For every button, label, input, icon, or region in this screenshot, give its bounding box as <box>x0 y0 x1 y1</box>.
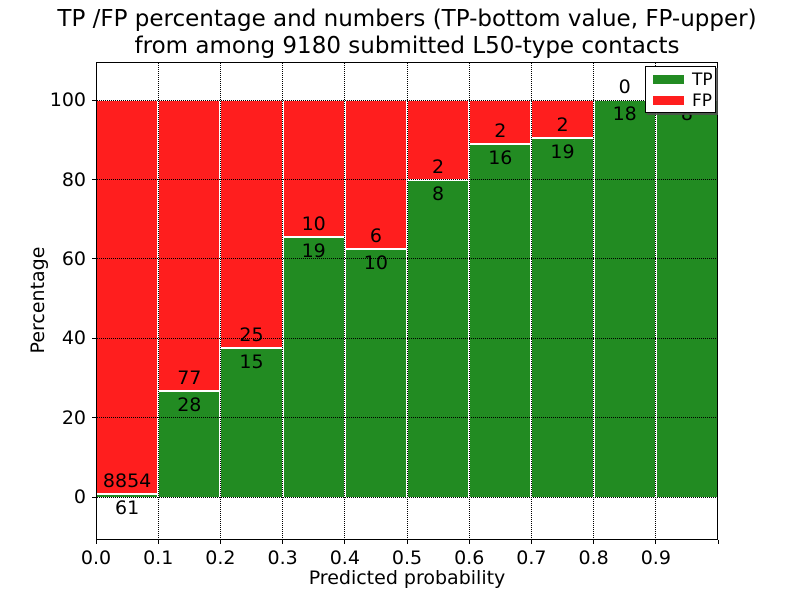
x-tick-mark-10 <box>717 540 719 544</box>
y-tick-mark-0 <box>92 496 96 498</box>
gridline-horizontal-20 <box>96 417 718 419</box>
fp-count-label-7: 2 <box>556 113 569 136</box>
gridline-horizontal-0 <box>96 496 718 498</box>
gridline-vertical-5 <box>406 62 408 540</box>
x-tick-mark-7 <box>530 540 532 544</box>
bar-segment-fp-6 <box>469 100 532 145</box>
legend-label-fp: FP <box>692 91 713 111</box>
tp-count-label-2: 15 <box>239 351 264 374</box>
fp-count-label-6: 2 <box>494 120 507 143</box>
tp-count-label-7: 19 <box>550 140 575 163</box>
x-tick-mark-3 <box>282 540 284 544</box>
fp-count-label-0: 8854 <box>102 470 152 493</box>
tp-count-label-8: 18 <box>612 103 637 126</box>
x-tick-label-0.8: 0.8 <box>578 547 609 569</box>
y-tick-label-40: 40 <box>61 327 86 350</box>
tp-count-label-3: 19 <box>301 240 326 262</box>
gridline-vertical-1 <box>157 62 159 540</box>
fp-count-label-3: 10 <box>301 213 326 235</box>
y-tick-mark-40 <box>92 337 96 339</box>
gridline-vertical-9 <box>655 62 657 540</box>
fp-count-label-1: 77 <box>177 367 202 390</box>
x-tick-mark-8 <box>593 540 595 544</box>
x-tick-label-0.4: 0.4 <box>329 547 360 569</box>
bar-segment-tp-8 <box>593 100 656 498</box>
x-tick-label-0.3: 0.3 <box>267 547 298 569</box>
bar-segment-fp-2 <box>220 100 283 349</box>
x-tick-label-0.6: 0.6 <box>454 547 485 569</box>
gridline-vertical-4 <box>344 62 346 540</box>
legend-item-tp: TP <box>646 69 715 90</box>
gridline-vertical-6 <box>468 62 470 540</box>
bar-segment-tp-9 <box>655 100 718 498</box>
bar-segment-tp-7 <box>531 137 594 498</box>
gridline-horizontal-60 <box>96 258 718 260</box>
tp-swatch-icon <box>653 75 684 84</box>
tp-count-label-4: 10 <box>363 251 388 274</box>
bar-segment-tp-4 <box>344 248 407 498</box>
chart-title-line2: from among 9180 submitted L50-type conta… <box>134 33 680 59</box>
y-tick-label-80: 80 <box>61 168 86 191</box>
y-tick-mark-100 <box>92 99 96 101</box>
bar-segment-tp-6 <box>469 144 532 498</box>
y-tick-label-0: 0 <box>73 486 86 509</box>
bar-segment-fp-0 <box>96 100 159 495</box>
chart-title-line1: TP /FP percentage and numbers (TP-bottom… <box>57 6 757 32</box>
y-tick-mark-20 <box>92 417 96 419</box>
bar-segment-fp-7 <box>531 100 594 138</box>
legend-box: TP FP <box>645 66 716 113</box>
tp-count-label-5: 8 <box>432 182 445 205</box>
fp-swatch-icon <box>653 96 684 105</box>
x-tick-mark-4 <box>344 540 346 544</box>
y-axis-label: Percentage <box>27 246 49 354</box>
tp-count-label-1: 28 <box>177 394 202 417</box>
fp-count-label-5: 2 <box>432 155 445 178</box>
tp-count-label-0: 61 <box>115 497 140 520</box>
fp-count-label-2: 25 <box>239 324 264 347</box>
chart-title: TP /FP percentage and numbers (TP-bottom… <box>57 6 757 60</box>
x-tick-label-0.9: 0.9 <box>640 547 671 569</box>
x-tick-mark-9 <box>655 540 657 544</box>
x-axis-label: Predicted probability <box>308 567 506 589</box>
bar-segment-tp-2 <box>220 348 283 498</box>
x-tick-label-0.5: 0.5 <box>391 547 423 569</box>
gridline-horizontal-40 <box>96 337 718 339</box>
x-tick-label-0.0: 0.0 <box>80 547 112 569</box>
y-tick-label-60: 60 <box>61 247 86 270</box>
gridline-vertical-7 <box>530 62 532 540</box>
bar-segment-tp-1 <box>158 391 221 498</box>
x-tick-mark-6 <box>468 540 470 544</box>
legend-item-fp: FP <box>646 90 715 111</box>
y-tick-mark-80 <box>92 179 96 180</box>
gridline-vertical-3 <box>282 62 284 540</box>
x-tick-mark-0 <box>95 540 97 544</box>
x-tick-mark-5 <box>406 540 408 544</box>
x-tick-label-0.1: 0.1 <box>143 547 174 569</box>
x-tick-label-0.7: 0.7 <box>516 547 547 569</box>
gridline-horizontal-100 <box>96 99 718 101</box>
legend-label-tp: TP <box>692 70 713 90</box>
tp-count-label-6: 16 <box>488 147 513 170</box>
x-tick-mark-2 <box>219 540 221 544</box>
bar-segment-fp-5 <box>407 100 470 180</box>
gridline-vertical-2 <box>219 62 221 540</box>
gridline-vertical-8 <box>593 62 595 540</box>
fp-count-label-4: 6 <box>369 224 382 247</box>
x-tick-label-0.2: 0.2 <box>205 547 236 569</box>
x-tick-mark-1 <box>157 540 159 544</box>
y-tick-label-20: 20 <box>61 406 86 429</box>
fp-count-label-8: 0 <box>618 76 631 99</box>
bar-segment-fp-1 <box>158 100 221 392</box>
y-tick-mark-60 <box>92 258 96 260</box>
bar-segment-tp-3 <box>282 237 345 498</box>
gridline-horizontal-80 <box>96 179 718 180</box>
y-tick-label-100: 100 <box>49 89 86 112</box>
